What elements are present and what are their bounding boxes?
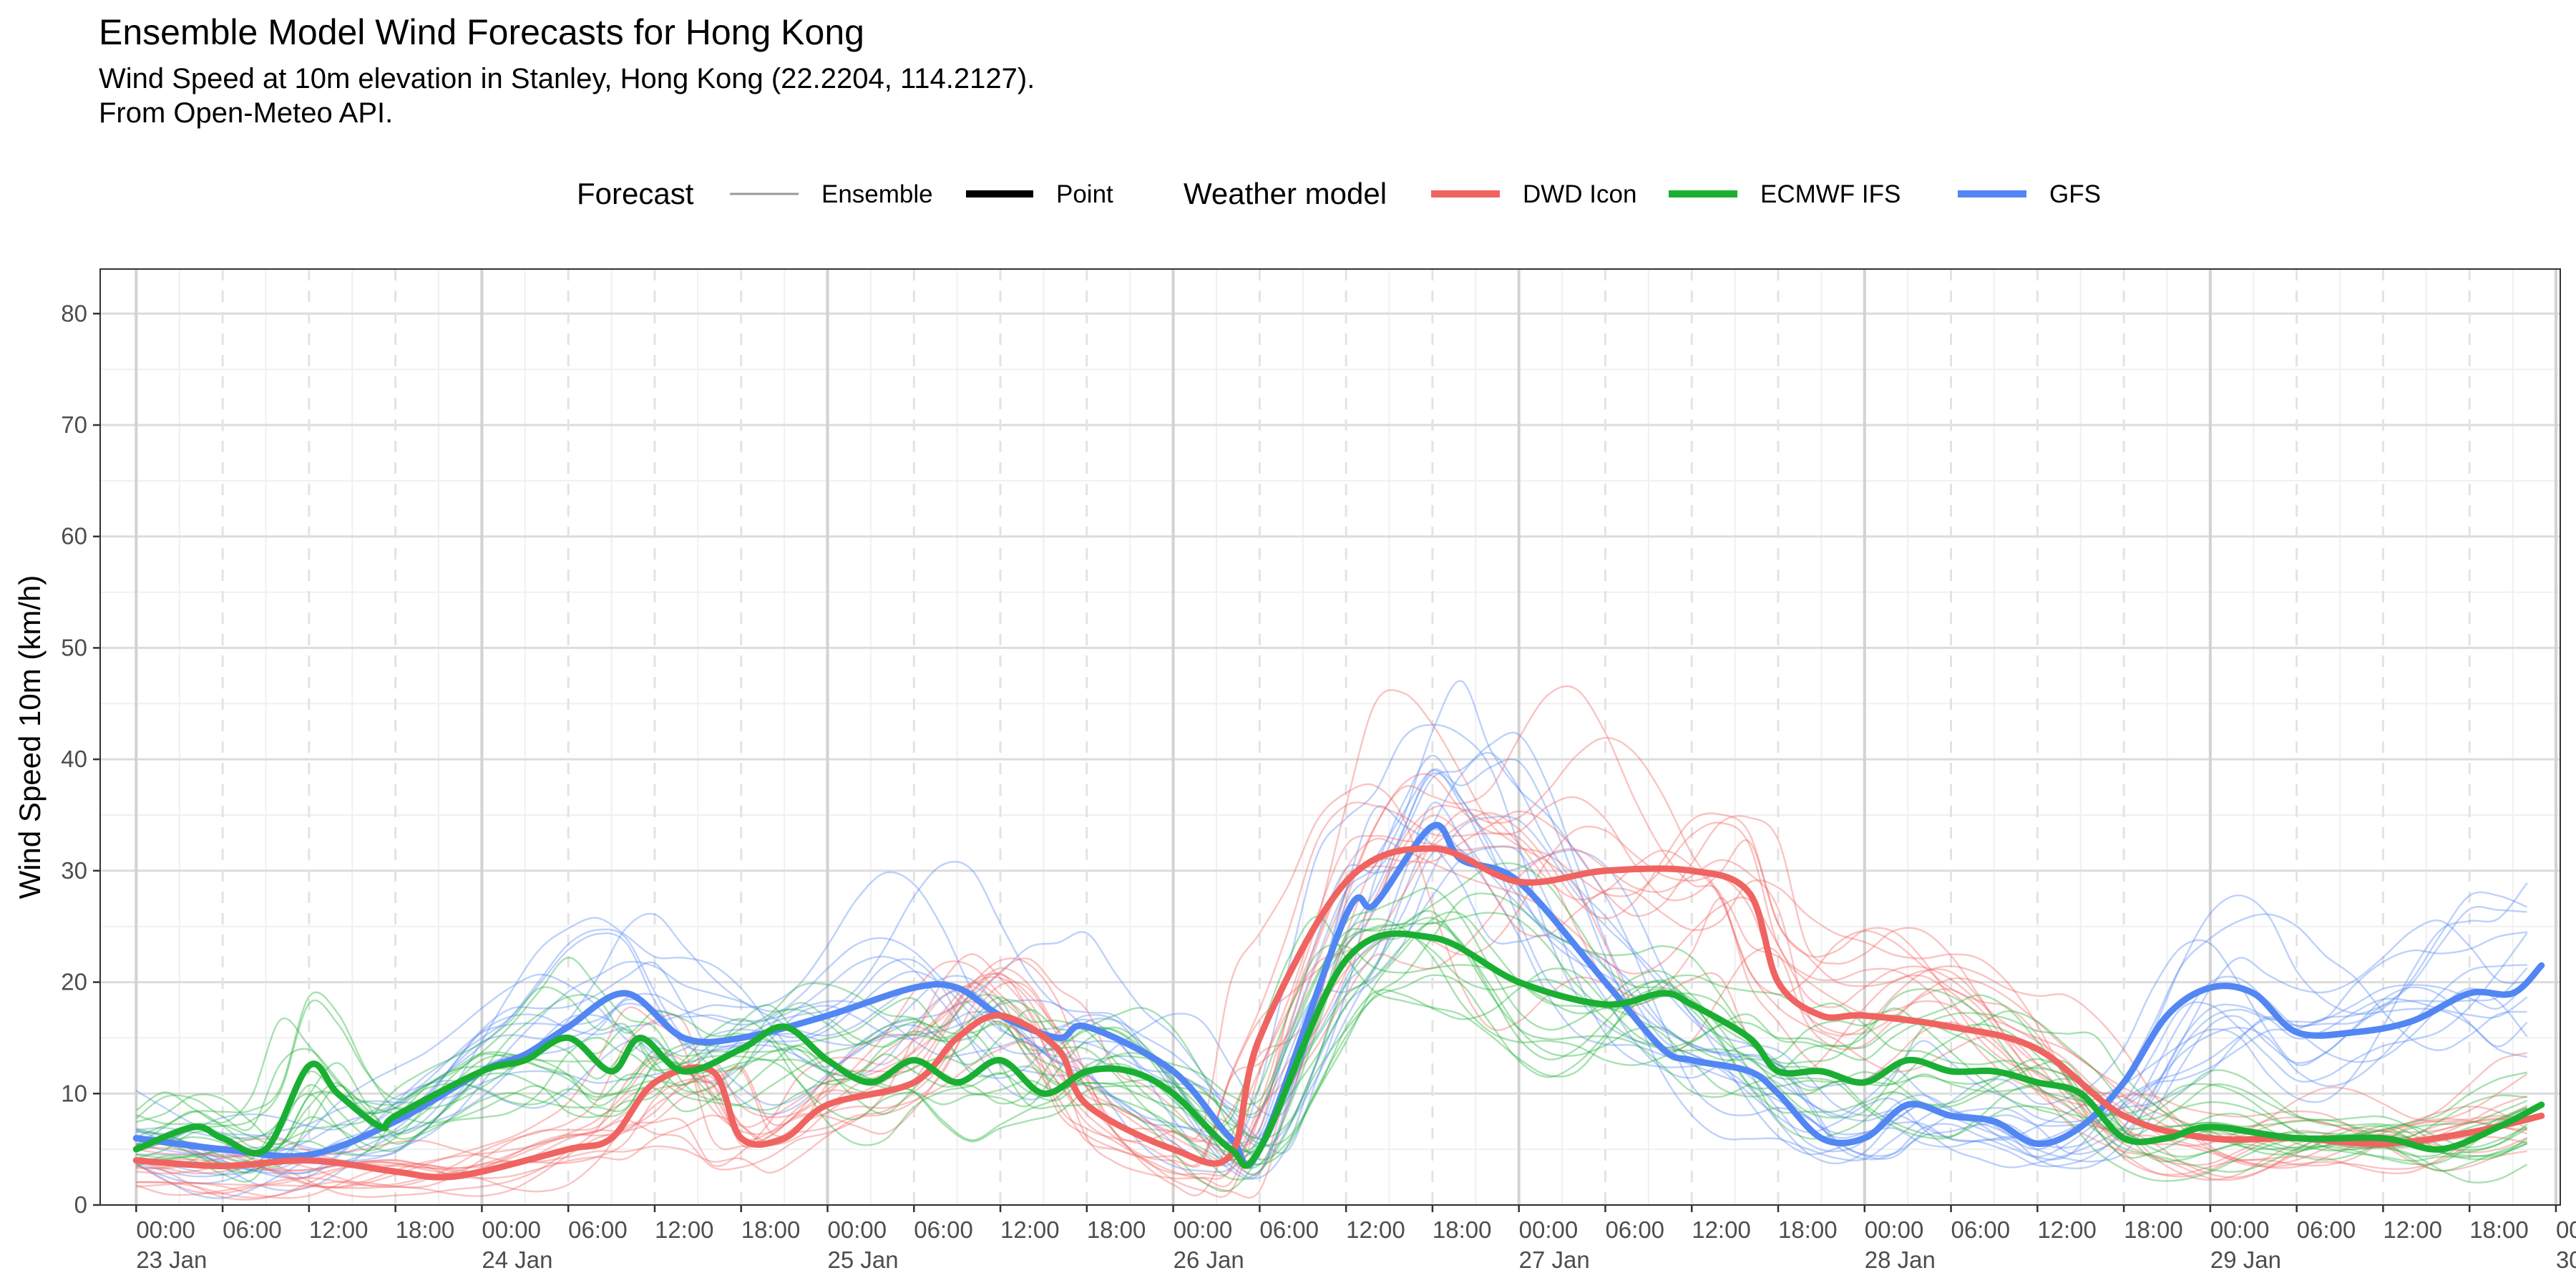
x-tick-label-date: 27 Jan <box>1519 1246 1590 1273</box>
x-tick-label-time: 00:00 <box>136 1216 195 1243</box>
axes: 0 10 20 30 40 50 60 70 80 00:00 23 Jan 06:00 12:00 18… <box>61 300 2576 1273</box>
x-tick-label-time: 18:00 <box>1087 1216 1146 1243</box>
x-tick-label-date: 24 Jan <box>482 1246 552 1273</box>
x-tick-label-time: 06:00 <box>568 1216 628 1243</box>
x-tick-label-time: 00:00 <box>482 1216 541 1243</box>
legend-label-point: Point <box>1056 180 1113 208</box>
y-tick-label: 0 <box>74 1191 87 1218</box>
y-tick-label: 50 <box>61 634 87 660</box>
x-tick-label-time: 00:00 <box>828 1216 887 1243</box>
ensemble-line-dwd-icon <box>136 848 2527 1197</box>
x-tick-label-time: 06:00 <box>1951 1216 2011 1243</box>
y-tick-label: 60 <box>61 523 87 550</box>
ensemble-line-dwd-icon <box>136 685 2527 1189</box>
ensemble-line-gfs <box>135 801 2528 1161</box>
x-tick-label-time: 18:00 <box>1433 1216 1492 1243</box>
ensemble-line-ecmwf-ifs <box>135 911 2528 1150</box>
x-tick-label-date: 30 Jan <box>2556 1246 2576 1273</box>
x-tick-label-time: 18:00 <box>741 1216 801 1243</box>
ensemble-line-dwd-icon <box>135 809 2527 1201</box>
x-tick-label-date: 23 Jan <box>136 1246 207 1273</box>
x-tick-label-time: 18:00 <box>2124 1216 2183 1243</box>
y-tick-label: 40 <box>61 746 87 772</box>
legend-title-weather-model: Weather model <box>1184 177 1387 210</box>
ensemble-line-gfs <box>136 758 2527 1181</box>
x-tick-label-date: 28 Jan <box>1865 1246 1936 1273</box>
chart-subtitle: Wind Speed at 10m elevation in Stanley, … <box>99 62 1035 130</box>
x-tick-label-time: 18:00 <box>2469 1216 2529 1243</box>
ensemble-line-gfs <box>135 754 2528 1178</box>
legend-label-ensemble: Ensemble <box>821 180 933 208</box>
ensemble-line-gfs <box>135 772 2528 1199</box>
x-tick-label-time: 00:00 <box>1865 1216 1924 1243</box>
subtitle-line-2: From Open-Meteo API. <box>99 97 394 129</box>
subtitle-line-1: Wind Speed at 10m elevation in Stanley, … <box>99 63 1035 94</box>
point-line-gfs <box>132 821 2545 1169</box>
x-tick-label-time: 00:00 <box>1174 1216 1233 1243</box>
y-axis-title: Wind Speed 10m (km/h) <box>13 575 47 899</box>
chart-title: Ensemble Model Wind Forecasts for Hong K… <box>99 12 864 52</box>
legend: Forecast Ensemble Point Weather model DW… <box>577 177 2101 210</box>
x-tick-label-time: 12:00 <box>309 1216 369 1243</box>
x-tick-label-time: 00:00 <box>2210 1216 2270 1243</box>
point-line-dwd-icon <box>132 845 2545 1181</box>
y-tick-label: 20 <box>61 969 87 995</box>
y-tick-label: 80 <box>61 300 87 326</box>
ensemble-line-ecmwf-ifs <box>136 974 2528 1184</box>
x-tick-label-time: 00:00 <box>2556 1216 2576 1243</box>
plot-grid <box>100 269 2560 1206</box>
x-tick-label-time: 12:00 <box>2383 1216 2442 1243</box>
y-tick-label: 10 <box>61 1080 87 1106</box>
x-tick-label-time: 06:00 <box>914 1216 973 1243</box>
ensemble-line-gfs <box>136 751 2528 1171</box>
point-lines <box>132 821 2545 1181</box>
ensemble-line-dwd-icon <box>136 689 2527 1174</box>
x-tick-label-time: 18:00 <box>396 1216 455 1243</box>
ensemble-line-ecmwf-ifs <box>136 909 2528 1163</box>
x-tick-label-time: 12:00 <box>1346 1216 1405 1243</box>
ensemble-line-ecmwf-ifs <box>135 862 2527 1169</box>
x-tick-label-time: 12:00 <box>1692 1216 1751 1243</box>
x-tick-label-time: 12:00 <box>655 1216 714 1243</box>
point-line-ecmwf-ifs <box>132 930 2545 1169</box>
ensemble-line-dwd-icon <box>136 801 2528 1171</box>
ensemble-line-ecmwf-ifs <box>136 922 2528 1174</box>
x-tick-label-date: 29 Jan <box>2210 1246 2281 1273</box>
ensemble-line-ecmwf-ifs <box>136 892 2528 1169</box>
x-tick-label-time: 00:00 <box>1519 1216 1579 1243</box>
x-tick-label-time: 18:00 <box>1778 1216 1838 1243</box>
y-tick-label: 70 <box>61 411 87 438</box>
ensemble-line-dwd-icon <box>136 811 2528 1199</box>
x-tick-label-time: 06:00 <box>223 1216 282 1243</box>
y-tick-label: 30 <box>61 857 87 884</box>
ensemble-line-ecmwf-ifs <box>135 967 2528 1166</box>
x-tick-label-time: 12:00 <box>1000 1216 1060 1243</box>
legend-label-gfs: GFS <box>2049 180 2101 208</box>
x-tick-label-time: 06:00 <box>2297 1216 2356 1243</box>
ensemble-line-gfs <box>136 723 2527 1176</box>
x-tick-label-time: 06:00 <box>1259 1216 1319 1243</box>
x-tick-label-date: 25 Jan <box>828 1246 899 1273</box>
ensemble-line-dwd-icon <box>136 821 2527 1188</box>
x-tick-label-date: 26 Jan <box>1174 1246 1244 1273</box>
plot-panel-border <box>99 268 2561 1206</box>
legend-title-forecast: Forecast <box>577 177 694 210</box>
ensemble-line-dwd-icon <box>136 837 2527 1179</box>
legend-label-dwd-icon: DWD Icon <box>1523 180 1636 208</box>
x-tick-label-time: 06:00 <box>1605 1216 1664 1243</box>
ensemble-line-gfs <box>135 680 2527 1160</box>
x-tick-label-time: 12:00 <box>2037 1216 2097 1243</box>
ensemble-line-gfs <box>136 815 2527 1175</box>
legend-label-ecmwf-ifs: ECMWF IFS <box>1760 180 1901 208</box>
